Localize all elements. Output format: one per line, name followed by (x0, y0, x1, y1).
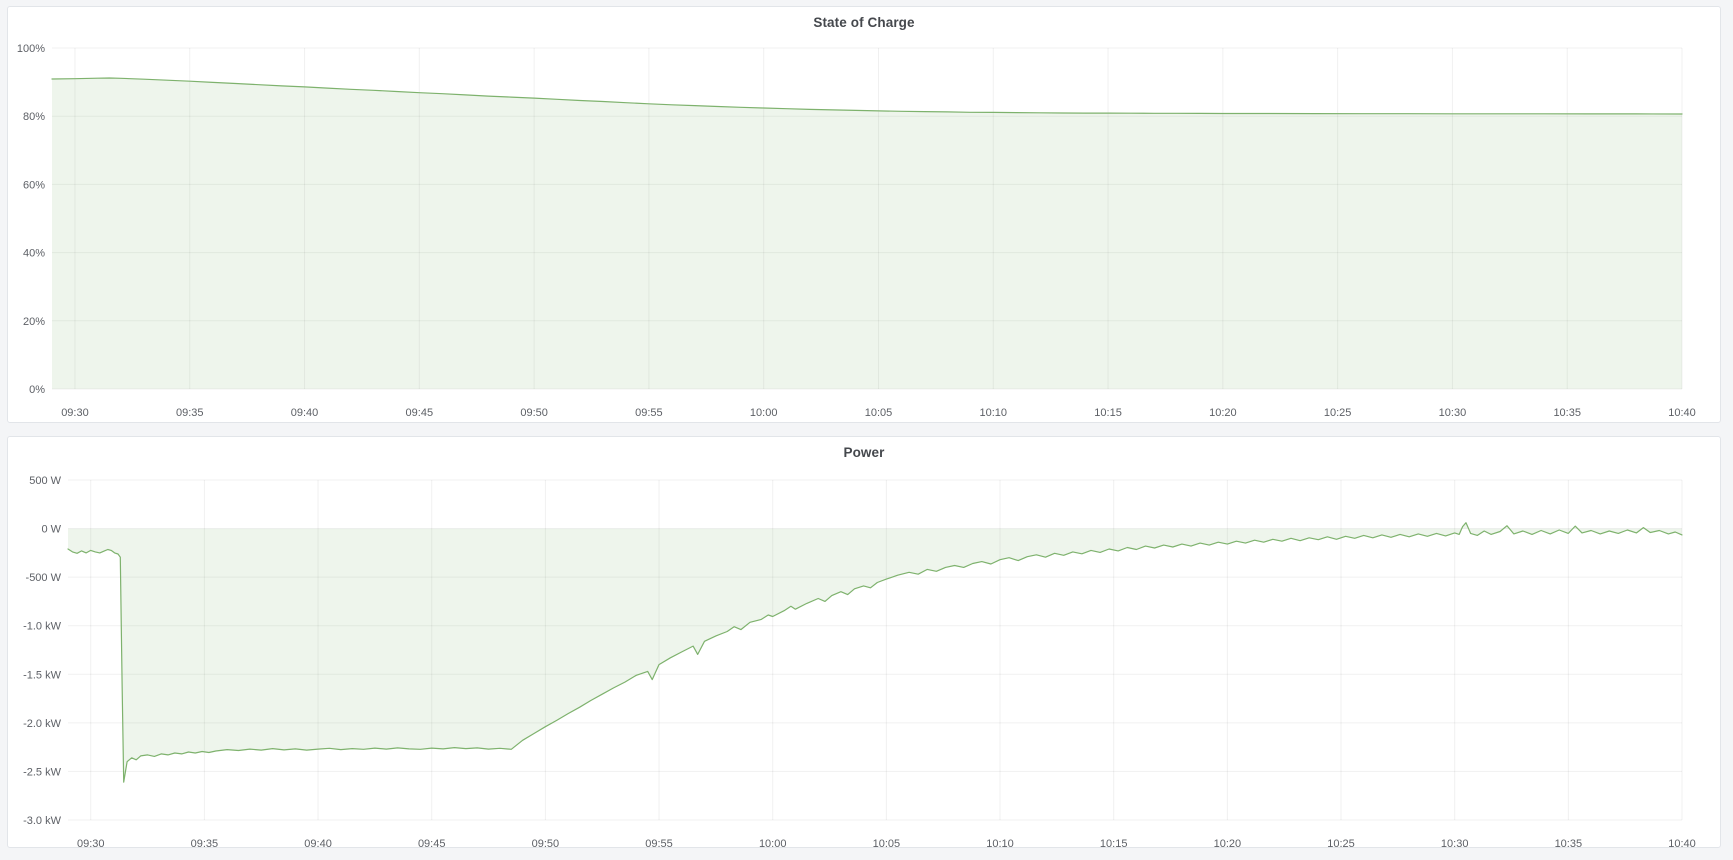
x-tick-label: 09:40 (291, 407, 319, 419)
x-tick-label: 10:15 (1100, 838, 1128, 847)
x-tick-label: 10:10 (986, 838, 1014, 847)
x-tick-label: 10:05 (865, 407, 893, 419)
panel-title[interactable]: State of Charge (813, 14, 915, 30)
series-line (67, 522, 1683, 783)
y-tick-label: 0 W (41, 524, 61, 536)
y-tick-label: 0% (29, 384, 45, 396)
x-tick-label: 10:10 (980, 407, 1008, 419)
x-tick-label: 09:45 (418, 838, 446, 847)
x-tick-label: 10:20 (1209, 407, 1237, 419)
x-tick-label: 09:35 (191, 838, 219, 847)
x-tick-label: 10:30 (1439, 407, 1467, 419)
x-tick-label: 10:35 (1555, 838, 1583, 847)
x-tick-label: 10:25 (1327, 838, 1355, 847)
x-tick-label: 09:55 (635, 407, 663, 419)
x-tick-label: 10:00 (750, 407, 778, 419)
y-tick-label: -2.0 kW (23, 718, 62, 730)
x-tick-label: 09:50 (520, 407, 548, 419)
series-line (51, 77, 1683, 115)
x-tick-label: 10:20 (1214, 838, 1242, 847)
x-tick-label: 10:40 (1668, 838, 1696, 847)
y-tick-label: 80% (23, 111, 45, 123)
x-tick-label: 09:50 (532, 838, 560, 847)
y-tick-label: -2.5 kW (23, 766, 62, 778)
x-tick-label: 10:40 (1668, 407, 1696, 419)
x-tick-label: 09:30 (77, 838, 105, 847)
chart-canvas[interactable]: 100% 80% 60% 40% 20% 0% 09:30 09:35 09:40 09:45 09… (8, 7, 1720, 422)
x-tick-label: 09:30 (61, 407, 89, 419)
x-tick-label: 10:05 (873, 838, 901, 847)
x-tick-label: 09:40 (304, 838, 332, 847)
y-tick-label: 20% (23, 316, 45, 328)
series-area (52, 78, 1682, 389)
state-of-charge-panel: State of Charge 100% 80% 60% 40% 20% 0% 09:30 0… (7, 6, 1721, 423)
y-tick-label: 100% (17, 43, 45, 55)
x-tick-label: 09:55 (645, 838, 673, 847)
y-tick-label: -500 W (26, 572, 62, 584)
chart-canvas[interactable]: 500 W 0 W -500 W -1.0 kW -1.5 kW -2.0 kW -2.5 … (8, 437, 1720, 847)
y-tick-label: -3.0 kW (23, 815, 62, 827)
y-tick-label: -1.0 kW (23, 621, 62, 633)
x-tick-label: 10:35 (1553, 407, 1581, 419)
x-tick-label: 10:00 (759, 838, 787, 847)
y-tick-label: 40% (23, 248, 45, 260)
y-tick-label: 60% (23, 179, 45, 191)
panel-title[interactable]: Power (843, 444, 885, 460)
series-area (68, 522, 1682, 783)
x-tick-label: 09:35 (176, 407, 204, 419)
x-tick-label: 10:30 (1441, 838, 1469, 847)
y-tick-label: -1.5 kW (23, 669, 62, 681)
x-tick-label: 10:15 (1094, 407, 1122, 419)
y-tick-label: 500 W (29, 475, 61, 487)
power-panel: Power 500 W 0 W -500 W -1.0 kW -1.5 kW -2.0 k… (7, 436, 1721, 848)
x-tick-label: 10:25 (1324, 407, 1352, 419)
x-tick-label: 09:45 (406, 407, 434, 419)
